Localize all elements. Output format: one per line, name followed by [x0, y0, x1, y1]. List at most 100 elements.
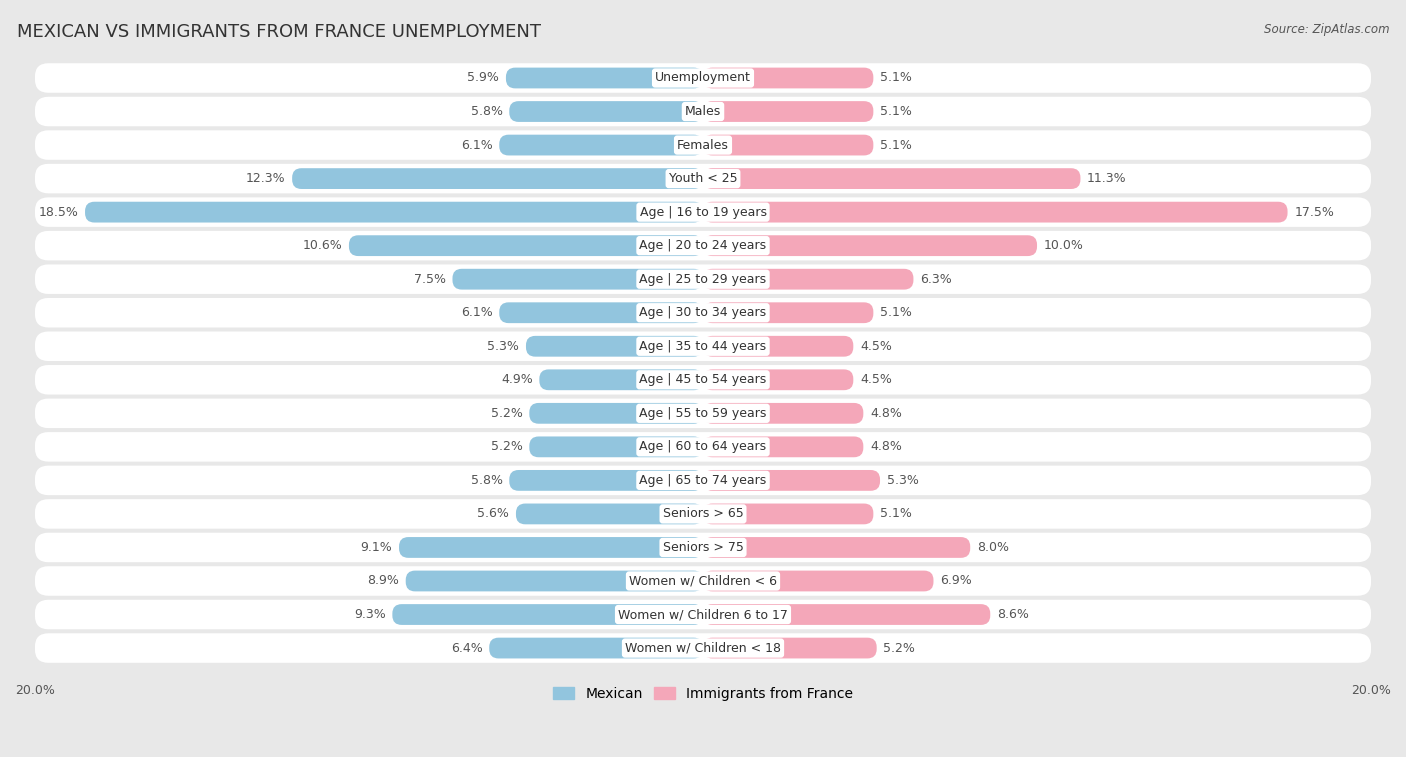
FancyBboxPatch shape: [35, 365, 1371, 394]
FancyBboxPatch shape: [509, 101, 703, 122]
FancyBboxPatch shape: [35, 499, 1371, 528]
Text: 5.1%: 5.1%: [880, 507, 912, 520]
FancyBboxPatch shape: [703, 537, 970, 558]
Text: 5.8%: 5.8%: [471, 105, 502, 118]
Text: 11.3%: 11.3%: [1087, 172, 1126, 185]
FancyBboxPatch shape: [703, 571, 934, 591]
Text: Age | 16 to 19 years: Age | 16 to 19 years: [640, 206, 766, 219]
FancyBboxPatch shape: [499, 135, 703, 155]
FancyBboxPatch shape: [84, 201, 703, 223]
Text: 5.3%: 5.3%: [488, 340, 519, 353]
Text: Unemployment: Unemployment: [655, 71, 751, 85]
Text: Youth < 25: Youth < 25: [669, 172, 737, 185]
FancyBboxPatch shape: [35, 298, 1371, 328]
Text: Seniors > 65: Seniors > 65: [662, 507, 744, 520]
Text: 12.3%: 12.3%: [246, 172, 285, 185]
Text: 8.9%: 8.9%: [367, 575, 399, 587]
FancyBboxPatch shape: [703, 201, 1288, 223]
Text: Age | 45 to 54 years: Age | 45 to 54 years: [640, 373, 766, 386]
Text: 10.6%: 10.6%: [302, 239, 342, 252]
Text: 8.6%: 8.6%: [997, 608, 1029, 621]
Text: 6.9%: 6.9%: [941, 575, 972, 587]
Text: 4.5%: 4.5%: [860, 373, 891, 386]
FancyBboxPatch shape: [509, 470, 703, 491]
FancyBboxPatch shape: [703, 269, 914, 290]
FancyBboxPatch shape: [399, 537, 703, 558]
Text: 5.3%: 5.3%: [887, 474, 918, 487]
FancyBboxPatch shape: [35, 164, 1371, 193]
Text: Age | 55 to 59 years: Age | 55 to 59 years: [640, 407, 766, 420]
Text: Women w/ Children < 18: Women w/ Children < 18: [626, 641, 780, 655]
FancyBboxPatch shape: [35, 97, 1371, 126]
Text: 5.8%: 5.8%: [471, 474, 502, 487]
Text: 4.9%: 4.9%: [501, 373, 533, 386]
FancyBboxPatch shape: [703, 604, 990, 625]
FancyBboxPatch shape: [703, 336, 853, 357]
FancyBboxPatch shape: [703, 135, 873, 155]
FancyBboxPatch shape: [406, 571, 703, 591]
FancyBboxPatch shape: [499, 302, 703, 323]
Text: Males: Males: [685, 105, 721, 118]
Text: 5.2%: 5.2%: [491, 441, 523, 453]
FancyBboxPatch shape: [35, 600, 1371, 629]
FancyBboxPatch shape: [506, 67, 703, 89]
Text: 4.5%: 4.5%: [860, 340, 891, 353]
FancyBboxPatch shape: [703, 67, 873, 89]
Text: 4.8%: 4.8%: [870, 441, 901, 453]
FancyBboxPatch shape: [489, 637, 703, 659]
Text: 6.1%: 6.1%: [461, 139, 492, 151]
FancyBboxPatch shape: [35, 634, 1371, 663]
FancyBboxPatch shape: [703, 369, 853, 390]
FancyBboxPatch shape: [703, 168, 1080, 189]
FancyBboxPatch shape: [703, 302, 873, 323]
FancyBboxPatch shape: [35, 332, 1371, 361]
Text: Age | 25 to 29 years: Age | 25 to 29 years: [640, 273, 766, 285]
FancyBboxPatch shape: [453, 269, 703, 290]
Text: 6.4%: 6.4%: [451, 641, 482, 655]
Text: 5.1%: 5.1%: [880, 71, 912, 85]
Text: 4.8%: 4.8%: [870, 407, 901, 420]
Text: Women w/ Children 6 to 17: Women w/ Children 6 to 17: [619, 608, 787, 621]
Text: 6.3%: 6.3%: [920, 273, 952, 285]
Text: 6.1%: 6.1%: [461, 307, 492, 319]
FancyBboxPatch shape: [516, 503, 703, 525]
Text: Age | 20 to 24 years: Age | 20 to 24 years: [640, 239, 766, 252]
FancyBboxPatch shape: [703, 470, 880, 491]
FancyBboxPatch shape: [703, 235, 1038, 256]
Text: 5.1%: 5.1%: [880, 307, 912, 319]
Text: 5.2%: 5.2%: [491, 407, 523, 420]
FancyBboxPatch shape: [703, 403, 863, 424]
Text: Age | 30 to 34 years: Age | 30 to 34 years: [640, 307, 766, 319]
FancyBboxPatch shape: [529, 437, 703, 457]
FancyBboxPatch shape: [349, 235, 703, 256]
Text: 9.1%: 9.1%: [360, 541, 392, 554]
FancyBboxPatch shape: [703, 437, 863, 457]
FancyBboxPatch shape: [35, 64, 1371, 93]
FancyBboxPatch shape: [35, 231, 1371, 260]
FancyBboxPatch shape: [703, 503, 873, 525]
FancyBboxPatch shape: [526, 336, 703, 357]
FancyBboxPatch shape: [35, 466, 1371, 495]
FancyBboxPatch shape: [292, 168, 703, 189]
FancyBboxPatch shape: [35, 130, 1371, 160]
Text: 5.1%: 5.1%: [880, 105, 912, 118]
Text: Women w/ Children < 6: Women w/ Children < 6: [628, 575, 778, 587]
Text: Source: ZipAtlas.com: Source: ZipAtlas.com: [1264, 23, 1389, 36]
Text: Age | 35 to 44 years: Age | 35 to 44 years: [640, 340, 766, 353]
FancyBboxPatch shape: [35, 533, 1371, 562]
FancyBboxPatch shape: [540, 369, 703, 390]
Text: 9.3%: 9.3%: [354, 608, 385, 621]
FancyBboxPatch shape: [35, 399, 1371, 428]
FancyBboxPatch shape: [529, 403, 703, 424]
FancyBboxPatch shape: [703, 637, 877, 659]
FancyBboxPatch shape: [35, 566, 1371, 596]
Text: 5.9%: 5.9%: [467, 71, 499, 85]
Text: Age | 60 to 64 years: Age | 60 to 64 years: [640, 441, 766, 453]
Text: Females: Females: [678, 139, 728, 151]
Text: 5.1%: 5.1%: [880, 139, 912, 151]
Text: 17.5%: 17.5%: [1295, 206, 1334, 219]
Legend: Mexican, Immigrants from France: Mexican, Immigrants from France: [548, 681, 858, 706]
FancyBboxPatch shape: [35, 264, 1371, 294]
Text: 10.0%: 10.0%: [1043, 239, 1084, 252]
Text: 5.2%: 5.2%: [883, 641, 915, 655]
